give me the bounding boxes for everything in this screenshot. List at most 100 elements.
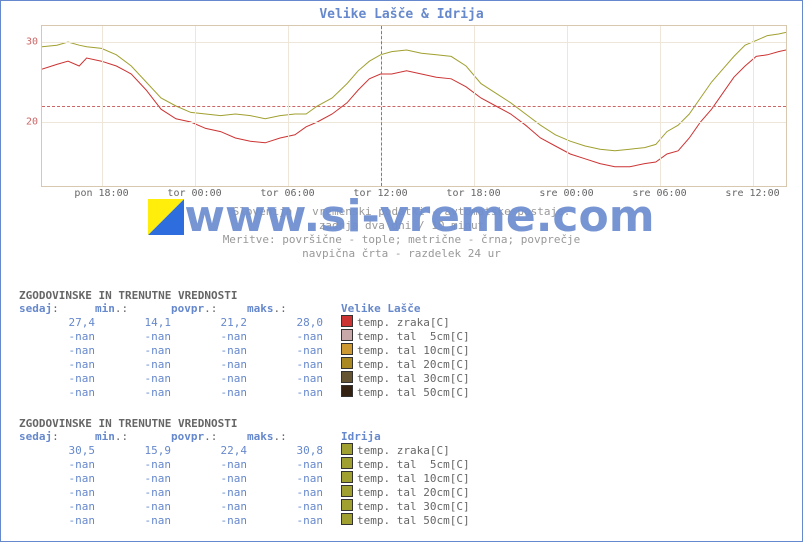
table-title: ZGODOVINSKE IN TRENUTNE VREDNOSTI [19,289,470,302]
cell: -nan [171,514,247,527]
cell: -nan [95,372,171,385]
legend-label: temp. tal 20cm[C] [357,358,470,371]
x-tick: tor 06:00 [260,186,314,199]
series-line [42,50,786,167]
x-tick: tor 00:00 [167,186,221,199]
col-header: povpr.: [171,430,247,443]
cell: -nan [19,514,95,527]
caption-2: zadnja dva dni / 10 minut [1,219,802,232]
x-tick: pon 18:00 [74,186,128,199]
cell: -nan [247,472,323,485]
color-swatch [341,315,353,327]
data-tables: ZGODOVINSKE IN TRENUTNE VREDNOSTIsedaj:m… [19,289,470,545]
caption-4: navpična črta - razdelek 24 ur [1,247,802,260]
table-row: -nan-nan-nan-nantemp. tal 10cm[C] [19,471,470,485]
cell: -nan [247,358,323,371]
table-row: -nan-nan-nan-nantemp. tal 30cm[C] [19,499,470,513]
color-swatch [341,513,353,525]
cell: -nan [95,486,171,499]
cell: -nan [95,500,171,513]
x-tick: sre 00:00 [539,186,593,199]
cell: 14,1 [95,316,171,329]
source-link-vertical[interactable]: www.si-vreme.com [5,0,16,31]
cell: -nan [19,472,95,485]
station-name: Idrija [341,430,381,443]
color-swatch [341,385,353,397]
cell: -nan [95,472,171,485]
color-swatch [341,499,353,511]
legend-label: temp. tal 5cm[C] [357,330,470,343]
cell: 30,5 [19,444,95,457]
table-row: 30,515,922,430,8temp. zraka[C] [19,443,470,457]
x-tick: tor 12:00 [353,186,407,199]
caption-3: Meritve: površične - tople; metrične - č… [1,233,802,246]
cell: 27,4 [19,316,95,329]
col-header: sedaj: [19,430,95,443]
cell: -nan [171,386,247,399]
cell: -nan [247,344,323,357]
legend-label: temp. tal 50cm[C] [357,386,470,399]
color-swatch [341,357,353,369]
cell: 22,4 [171,444,247,457]
cell: 28,0 [247,316,323,329]
table-row: -nan-nan-nan-nantemp. tal 20cm[C] [19,357,470,371]
legend-label: temp. tal 50cm[C] [357,514,470,527]
table-row: -nan-nan-nan-nantemp. tal 10cm[C] [19,343,470,357]
cell: -nan [95,386,171,399]
station-table: ZGODOVINSKE IN TRENUTNE VREDNOSTIsedaj:m… [19,417,470,527]
col-header: min.: [95,302,171,315]
color-swatch [341,329,353,341]
cell: -nan [19,372,95,385]
col-header: maks.: [247,302,323,315]
legend-label: temp. tal 30cm[C] [357,500,470,513]
col-header: min.: [95,430,171,443]
cell: -nan [19,486,95,499]
station-name: Velike Lašče [341,302,420,315]
cell: -nan [247,486,323,499]
color-swatch [341,343,353,355]
table-row: -nan-nan-nan-nantemp. tal 50cm[C] [19,513,470,527]
color-swatch [341,457,353,469]
table-row: -nan-nan-nan-nantemp. tal 20cm[C] [19,485,470,499]
legend-label: temp. tal 30cm[C] [357,372,470,385]
cell: -nan [95,344,171,357]
table-row: 27,414,121,228,0 temp. zraka[C] [19,315,470,329]
x-tick: tor 18:00 [446,186,500,199]
cell: 30,8 [247,444,323,457]
table-row: -nan-nan-nan-nantemp. tal 5cm[C] [19,329,470,343]
cell: -nan [171,330,247,343]
color-swatch [341,471,353,483]
legend-label: temp. tal 10cm[C] [357,472,470,485]
color-swatch [341,371,353,383]
cell: -nan [19,344,95,357]
col-header: maks.: [247,430,323,443]
legend-label: temp. zraka[C] [357,316,450,329]
cell: -nan [171,372,247,385]
cell: -nan [171,458,247,471]
cell: -nan [247,386,323,399]
table-title: ZGODOVINSKE IN TRENUTNE VREDNOSTI [19,417,470,430]
cell: -nan [247,500,323,513]
table-row: -nan-nan-nan-nantemp. tal 30cm[C] [19,371,470,385]
cell: -nan [95,358,171,371]
chart-title: Velike Lašče & Idrija [1,7,802,22]
table-head: sedaj:min.:povpr.:maks.: Idrija [19,430,470,443]
cell: -nan [247,514,323,527]
cell: -nan [171,486,247,499]
color-swatch [341,485,353,497]
page-frame: Velike Lašče & Idrija www.si-vreme.com 2… [0,0,803,542]
cell: -nan [171,358,247,371]
station-table: ZGODOVINSKE IN TRENUTNE VREDNOSTIsedaj:m… [19,289,470,399]
cell: -nan [19,458,95,471]
legend-label: temp. zraka[C] [357,444,450,457]
cell: 21,2 [171,316,247,329]
legend-label: temp. tal 5cm[C] [357,458,470,471]
line-chart: 2030pon 18:00tor 00:00tor 06:00tor 12:00… [41,25,787,187]
cell: -nan [19,500,95,513]
col-header: povpr.: [171,302,247,315]
legend-label: temp. tal 10cm[C] [357,344,470,357]
x-tick: sre 06:00 [632,186,686,199]
series-line [42,32,786,150]
cell: -nan [171,500,247,513]
cell: -nan [247,458,323,471]
